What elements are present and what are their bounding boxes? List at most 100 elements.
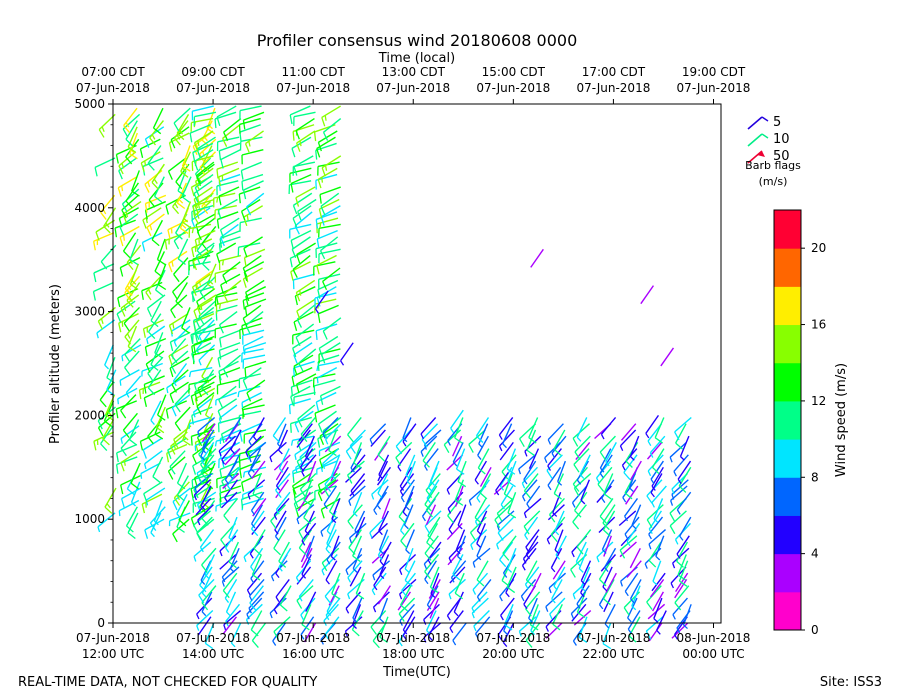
wind-barb-feather — [193, 215, 200, 225]
wind-barb-feather — [204, 573, 210, 579]
wind-barb — [572, 423, 590, 439]
wind-barb-feather — [474, 517, 483, 525]
wind-barb-feather — [469, 532, 476, 541]
wind-barb-feather — [171, 261, 174, 267]
wind-barb-feather — [379, 636, 388, 643]
wind-barb-feather — [251, 510, 256, 516]
wind-barb — [215, 323, 237, 330]
wind-barb-feather — [194, 187, 200, 197]
wind-barb — [170, 294, 188, 311]
wind-barb — [248, 578, 265, 597]
wind-barb-feather — [573, 487, 580, 497]
wind-barb-feather — [167, 229, 171, 239]
wind-barb-feather — [673, 471, 677, 477]
wind-barb-feather — [426, 542, 435, 550]
wind-barb-feather — [317, 289, 321, 299]
wind-barb-feather — [295, 337, 301, 347]
wind-barb — [324, 435, 342, 453]
wind-barb-feather — [402, 635, 407, 641]
wind-barb — [196, 392, 215, 407]
wind-barb — [243, 261, 265, 273]
wind-barb-feather — [300, 614, 304, 621]
wind-barb-feather — [300, 433, 308, 443]
wind-barb — [194, 317, 213, 333]
wind-barb — [198, 578, 215, 596]
wind-barb — [314, 290, 329, 310]
wind-barb — [244, 466, 267, 473]
wind-barb-feather — [155, 289, 164, 297]
wind-barb — [348, 529, 362, 549]
wind-barb-feather — [331, 593, 340, 600]
wind-barb-feather — [299, 488, 306, 498]
wind-barb-feather — [503, 572, 508, 578]
wind-barb-feather — [273, 514, 278, 520]
wind-barb — [170, 350, 189, 366]
wind-barb — [626, 522, 641, 542]
wind-barb — [603, 591, 614, 613]
wind-barb-feather — [216, 253, 221, 264]
wind-barb-feather — [178, 519, 187, 527]
top-x-tick-label-time: 17:00 CDT — [582, 65, 646, 79]
wind-barb-feather — [190, 395, 195, 406]
wind-barb-feather — [197, 476, 204, 485]
wind-barb-feather — [129, 153, 138, 160]
wind-barb — [178, 500, 190, 521]
wind-barb-feather — [676, 627, 681, 634]
wind-barb — [245, 311, 264, 326]
legend-barb-staff — [747, 133, 763, 147]
wind-barb — [378, 510, 389, 531]
wind-barb — [174, 406, 191, 424]
wind-barb — [457, 460, 467, 482]
wind-barb — [157, 263, 167, 285]
wind-barb — [247, 454, 262, 474]
wind-barb — [646, 441, 663, 460]
wind-barb-feather — [651, 485, 656, 491]
wind-barb-feather — [619, 549, 626, 559]
wind-barb-feather — [272, 435, 281, 443]
wind-barb — [122, 232, 137, 252]
wind-barb-feather — [670, 500, 674, 506]
wind-barb — [398, 597, 416, 615]
wind-barb-feather — [553, 493, 563, 500]
wind-barb — [629, 579, 642, 600]
wind-barb-feather — [678, 485, 687, 493]
wind-barb-feather — [551, 452, 556, 459]
wind-barb — [580, 566, 591, 588]
wind-barb-feather — [301, 573, 307, 579]
wind-barb-feather — [270, 520, 277, 529]
wind-barb-feather — [149, 137, 157, 146]
wind-barb-feather — [554, 549, 560, 555]
wind-barb-feather — [275, 535, 280, 541]
wind-barb — [448, 510, 462, 530]
wind-barb — [475, 417, 490, 437]
wind-barb-feather — [456, 468, 465, 475]
wind-barb — [96, 319, 116, 334]
wind-barb-feather — [222, 368, 229, 378]
wind-barb — [672, 547, 690, 564]
wind-barb-feather — [122, 213, 128, 223]
wind-barb — [218, 360, 239, 372]
wind-barb-feather — [596, 556, 600, 563]
wind-barb-feather — [269, 612, 273, 619]
colorbar-segment — [774, 591, 801, 631]
wind-barb — [640, 285, 655, 305]
wind-barb — [424, 535, 439, 554]
wind-barb — [571, 485, 588, 504]
wind-barb — [300, 541, 312, 563]
wind-barb — [125, 506, 138, 527]
wind-barb — [251, 504, 264, 525]
wind-barb-feather — [294, 225, 300, 235]
wind-barb-feather — [250, 467, 255, 473]
wind-barb — [525, 529, 540, 548]
wind-barb — [93, 263, 115, 274]
wind-barb — [242, 304, 262, 320]
wind-barb-feather — [105, 414, 114, 421]
wind-barb-feather — [124, 353, 131, 363]
wind-barb-feather — [168, 263, 173, 273]
wind-barb — [201, 585, 217, 604]
wind-barb-feather — [624, 533, 629, 540]
wind-barb — [629, 547, 641, 569]
wind-barb — [192, 485, 212, 499]
wind-barb — [627, 610, 641, 630]
wind-barb-feather — [143, 463, 147, 470]
